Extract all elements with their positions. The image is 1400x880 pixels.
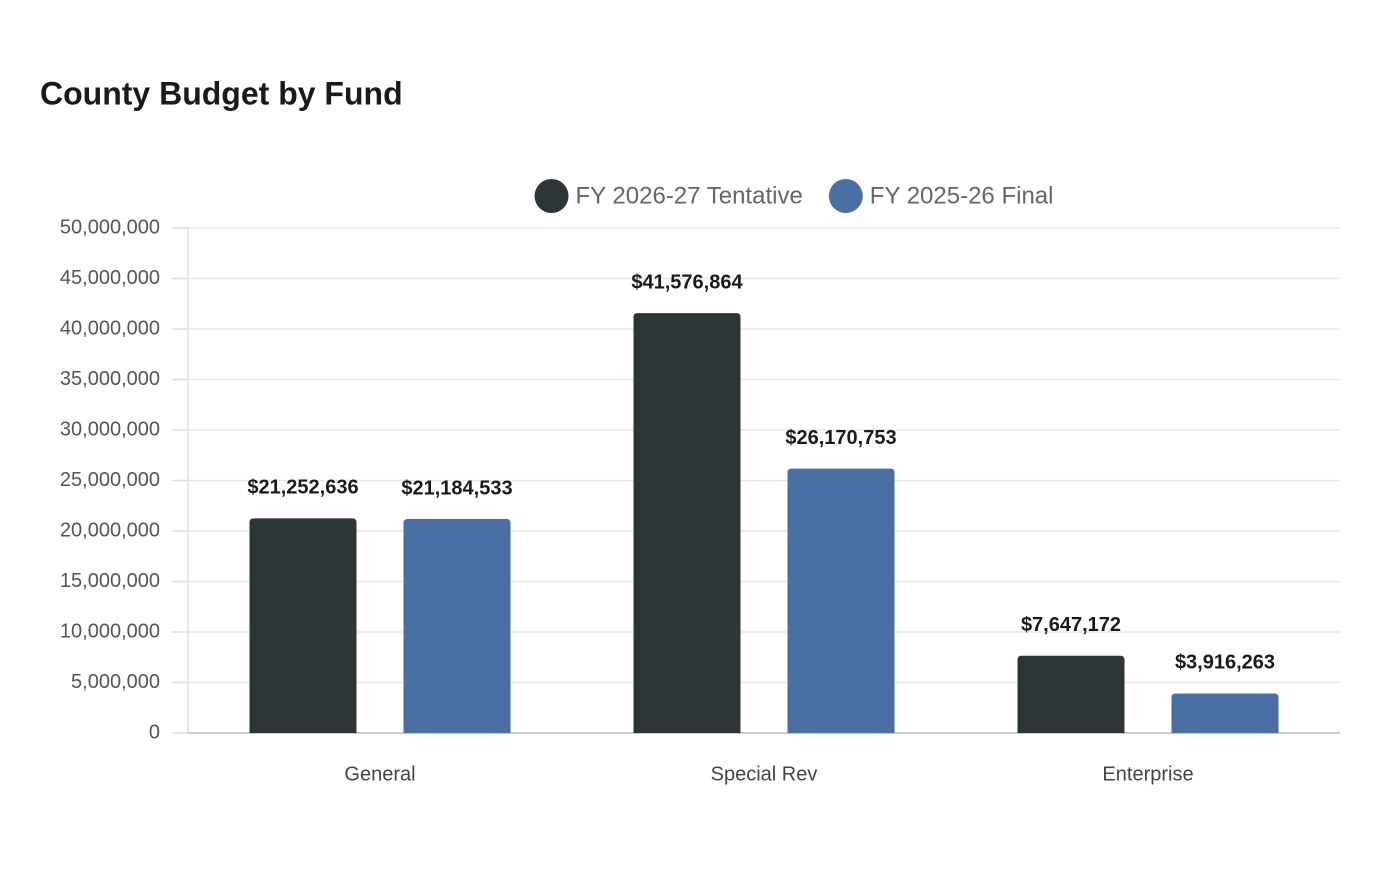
y-tick-label: 10,000,000 xyxy=(60,620,160,642)
legend-marker xyxy=(828,179,863,213)
value-label: $21,252,636 xyxy=(247,477,358,499)
y-tick-label: 20,000,000 xyxy=(60,519,160,541)
y-tick-label: 50,000,000 xyxy=(60,216,160,238)
y-tick-label: 35,000,000 xyxy=(60,368,160,390)
value-label: $26,170,753 xyxy=(785,427,896,449)
bar xyxy=(633,313,741,733)
value-label: $21,184,533 xyxy=(401,477,512,499)
chart-title: County Budget by Fund xyxy=(40,75,403,111)
x-tick-label: General xyxy=(344,763,415,785)
y-tick-label: 25,000,000 xyxy=(60,469,160,491)
bar xyxy=(249,518,357,733)
bar xyxy=(787,468,895,733)
y-tick-label: 30,000,000 xyxy=(60,418,160,440)
value-label: $3,916,263 xyxy=(1175,652,1275,674)
x-tick-label: Special Rev xyxy=(711,763,818,785)
legend-label: FY 2025-26 Final xyxy=(870,182,1054,209)
y-tick-label: 15,000,000 xyxy=(60,570,160,592)
legend-label: FY 2026-27 Tentative xyxy=(576,182,803,209)
value-label: $41,576,864 xyxy=(631,271,743,293)
y-tick-label: 40,000,000 xyxy=(60,317,160,339)
y-tick-label: 0 xyxy=(149,721,160,743)
y-tick-label: 5,000,000 xyxy=(71,671,160,693)
value-label: $7,647,172 xyxy=(1021,614,1121,636)
bar xyxy=(1171,693,1279,733)
y-tick-label: 45,000,000 xyxy=(60,267,160,289)
legend-marker xyxy=(534,179,569,213)
bar xyxy=(403,519,511,733)
x-tick-label: Enterprise xyxy=(1102,763,1193,785)
bar xyxy=(1017,655,1125,733)
